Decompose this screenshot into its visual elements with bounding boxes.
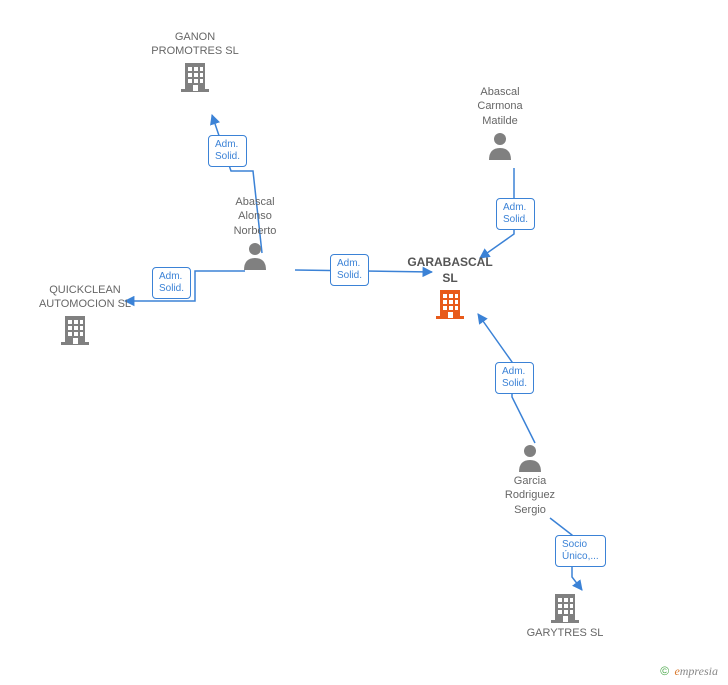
node-label: Garcia Rodriguez Sergio (480, 474, 580, 517)
edge-label: Adm. Solid. (330, 254, 369, 286)
copyright-symbol: © (660, 664, 669, 678)
building-icon (400, 288, 500, 320)
node-center: GARABASCAL SL (400, 255, 500, 322)
edge-label: Adm. Solid. (208, 135, 247, 167)
person-icon (480, 442, 580, 472)
node-label: QUICKCLEAN AUTOMOCION SL (35, 283, 135, 312)
edge-label: Socio Único,... (555, 535, 606, 567)
edge-label: Adm. Solid. (495, 362, 534, 394)
node-label: Abascal Alonso Norberto (205, 195, 305, 238)
node-label: GANON PROMOTRES SL (145, 30, 245, 59)
edge-label: Adm. Solid. (496, 198, 535, 230)
node-ganon: GANON PROMOTRES SL (145, 30, 245, 95)
edge-label: Adm. Solid. (152, 267, 191, 299)
node-label: GARYTRES SL (515, 626, 615, 640)
brand-rest: mpresia (680, 664, 718, 678)
building-icon (515, 592, 615, 624)
diagram-canvas: Adm. Solid. Adm. Solid. Adm. Solid. Adm. So… (0, 0, 728, 685)
node-gary: GARYTRES SL (515, 590, 615, 640)
node-label: Abascal Carmona Matilde (450, 85, 550, 128)
person-icon (450, 130, 550, 160)
node-matilde: Abascal Carmona Matilde (450, 85, 550, 162)
node-label: GARABASCAL SL (400, 255, 500, 286)
person-icon (205, 240, 305, 270)
building-icon (145, 61, 245, 93)
building-icon (25, 314, 125, 346)
node-quick: QUICKCLEAN AUTOMOCION SL (25, 283, 125, 348)
node-sergio: Garcia Rodriguez Sergio (480, 440, 580, 517)
node-norberto: Abascal Alonso Norberto (205, 195, 305, 272)
footer-copyright: © empresia (660, 664, 718, 679)
